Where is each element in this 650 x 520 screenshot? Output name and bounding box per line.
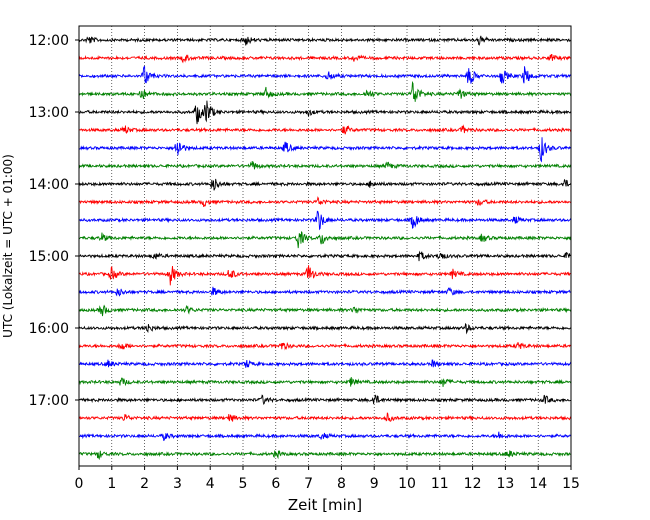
trace-1300 bbox=[78, 100, 572, 125]
x-tick-label: 9 bbox=[370, 476, 379, 492]
x-tick-label: 11 bbox=[431, 476, 449, 492]
trace-1600 bbox=[78, 322, 572, 335]
trace-1215 bbox=[78, 54, 572, 64]
y-axis-label: UTC (Lokalzeit = UTC + 01:00) bbox=[1, 154, 15, 338]
y-tick-label: 12:00 bbox=[29, 33, 69, 49]
y-axis-ticks: 12:00 13:00 14:00 15:00 16:00 17:00 bbox=[29, 33, 79, 409]
x-tick-label: 1 bbox=[107, 476, 116, 492]
trace-1645 bbox=[78, 377, 572, 387]
trace-1415 bbox=[78, 196, 572, 207]
trace-1430 bbox=[78, 210, 572, 231]
x-tick-label: 6 bbox=[271, 476, 280, 492]
x-tick-label: 7 bbox=[304, 476, 313, 492]
trace-1515 bbox=[78, 265, 572, 286]
x-tick-label: 4 bbox=[206, 476, 215, 492]
trace-1615 bbox=[78, 341, 572, 351]
trace-1700 bbox=[78, 394, 572, 405]
y-tick-label: 16:00 bbox=[29, 321, 69, 337]
trace-1445 bbox=[78, 231, 572, 249]
x-tick-label: 12 bbox=[464, 476, 482, 492]
y-tick-label: 15:00 bbox=[29, 249, 69, 265]
x-tick-label: 2 bbox=[140, 476, 149, 492]
trace-1245 bbox=[78, 80, 572, 102]
x-tick-label: 8 bbox=[337, 476, 346, 492]
x-tick-label: 15 bbox=[562, 476, 580, 492]
y-tick-label: 14:00 bbox=[29, 177, 69, 193]
trace-1530 bbox=[78, 286, 572, 297]
trace-1345 bbox=[78, 161, 572, 170]
y-tick-label: 13:00 bbox=[29, 105, 69, 121]
x-tick-label: 3 bbox=[173, 476, 182, 492]
trace-1330 bbox=[78, 137, 572, 163]
grid-lines bbox=[111, 26, 539, 466]
x-axis-label: Zeit [min] bbox=[288, 496, 362, 514]
trace-1730 bbox=[78, 431, 572, 442]
x-tick-label: 5 bbox=[239, 476, 248, 492]
plot-frame bbox=[78, 25, 572, 467]
x-tick-label: 14 bbox=[529, 476, 547, 492]
trace-1200 bbox=[78, 35, 572, 46]
trace-1545 bbox=[78, 304, 572, 317]
trace-1745 bbox=[78, 449, 572, 461]
y-tick-label: 17:00 bbox=[29, 393, 69, 409]
trace-lines bbox=[78, 35, 572, 461]
trace-1500 bbox=[78, 250, 572, 262]
trace-1630 bbox=[78, 359, 572, 368]
x-tick-label: 0 bbox=[75, 476, 84, 492]
x-tick-label: 13 bbox=[496, 476, 514, 492]
trace-1230 bbox=[78, 65, 572, 84]
x-axis-ticks: 0 1 2 3 4 5 6 7 8 9 10 11 12 13 14 15 bbox=[75, 466, 580, 492]
trace-1315 bbox=[78, 124, 572, 135]
trace-1400 bbox=[78, 178, 572, 191]
trace-1715 bbox=[78, 412, 572, 422]
x-tick-label: 10 bbox=[398, 476, 416, 492]
